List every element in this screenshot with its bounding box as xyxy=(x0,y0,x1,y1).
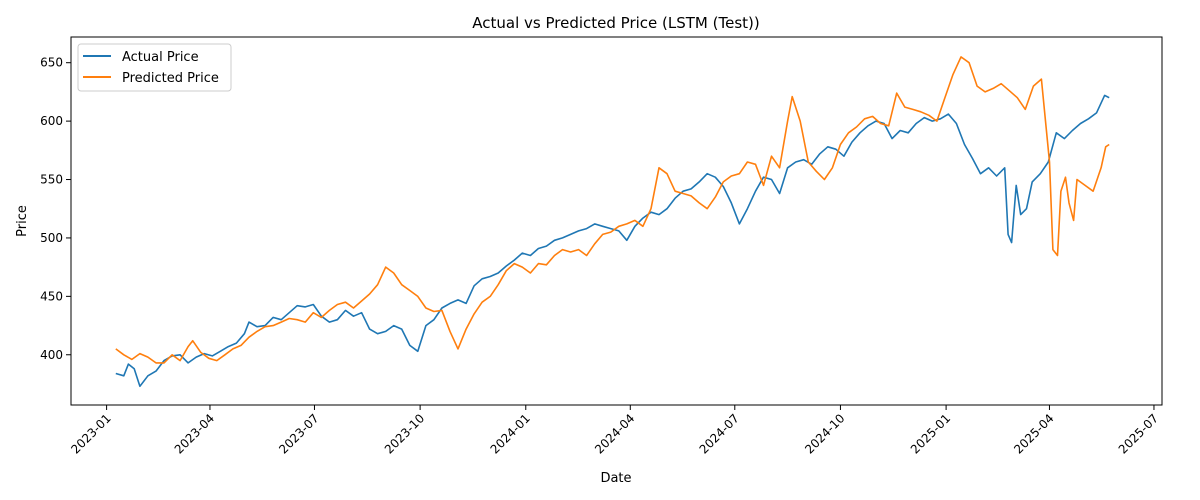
series-layer xyxy=(115,56,1110,388)
y-tick-label: 550 xyxy=(40,173,63,187)
x-axis-label: Date xyxy=(600,471,631,486)
y-axis-label: Price xyxy=(15,205,30,237)
chart-title: Actual vs Predicted Price (LSTM (Test)) xyxy=(472,14,759,32)
legend-label-predicted: Predicted Price xyxy=(122,71,219,86)
legend-label-actual: Actual Price xyxy=(122,50,199,65)
y-tick-label: 500 xyxy=(40,231,63,245)
series-line-actual xyxy=(115,94,1110,388)
y-axis: 400 450 500 550 600 650 xyxy=(40,56,71,362)
y-tick-label: 450 xyxy=(40,289,63,303)
y-tick-label: 400 xyxy=(40,348,63,362)
legend-box xyxy=(77,43,232,92)
y-tick-label: 650 xyxy=(40,56,63,70)
y-tick-label: 600 xyxy=(40,114,63,128)
plot-frame xyxy=(70,36,1163,406)
legend: Actual Price Predicted Price xyxy=(77,43,232,92)
series-line-predicted xyxy=(115,56,1110,364)
